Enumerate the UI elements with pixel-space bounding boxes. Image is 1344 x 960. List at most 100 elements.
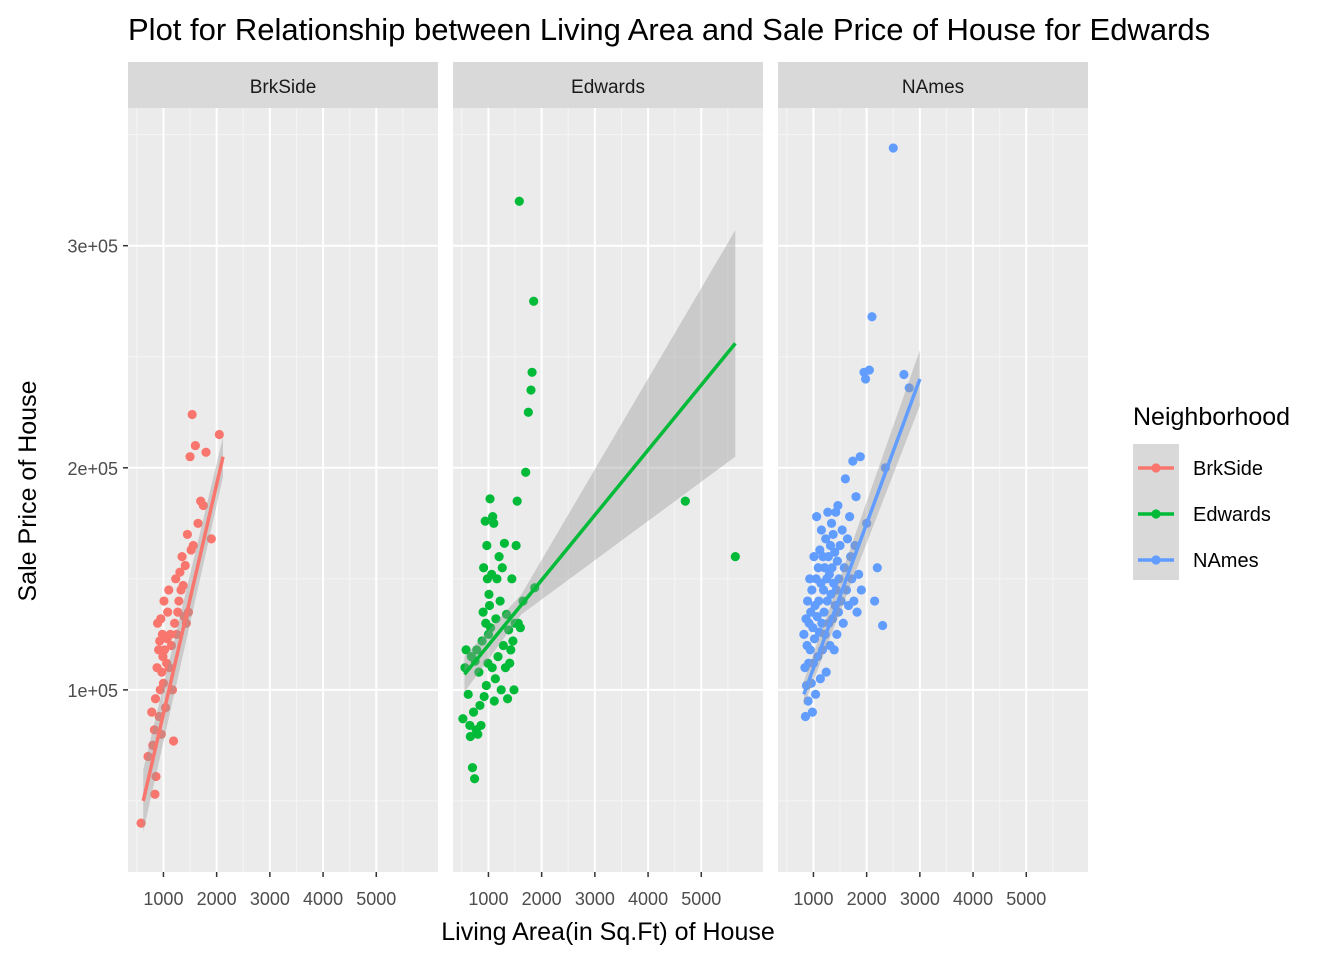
x-tick-label: 1000 bbox=[143, 889, 183, 909]
data-point bbox=[484, 589, 494, 599]
y-axis-title: Sale Price of House bbox=[14, 381, 42, 602]
data-point bbox=[829, 645, 839, 655]
data-point bbox=[479, 691, 489, 702]
chart-title: Plot for Relationship between Living Are… bbox=[128, 12, 1210, 47]
data-points-edwards bbox=[458, 196, 740, 784]
y-tick-label: 1e+05 bbox=[67, 681, 118, 701]
data-point bbox=[805, 645, 815, 655]
data-point bbox=[206, 534, 216, 544]
x-tick-label: 1000 bbox=[793, 889, 833, 909]
data-point bbox=[849, 596, 859, 606]
x-tick-label: 4000 bbox=[303, 889, 343, 909]
data-point bbox=[800, 711, 811, 722]
data-point bbox=[477, 636, 487, 646]
data-point bbox=[867, 312, 877, 322]
data-point bbox=[475, 700, 485, 711]
data-point bbox=[484, 600, 495, 611]
data-point bbox=[159, 645, 170, 655]
data-point bbox=[730, 552, 740, 562]
data-point bbox=[821, 534, 831, 544]
data-point bbox=[812, 512, 822, 522]
data-point bbox=[509, 685, 519, 695]
data-point bbox=[149, 725, 159, 735]
legend-key-point bbox=[1151, 463, 1161, 473]
data-point bbox=[840, 474, 850, 484]
facet-panels: BrkSide 1000 2000 3000 4000 5000 Edwards 1000 20… bbox=[128, 62, 1088, 909]
data-point bbox=[825, 540, 836, 551]
facet-strip bbox=[453, 62, 763, 108]
data-point bbox=[817, 618, 827, 628]
y-axis: 1e+05 2e+05 3e+05 bbox=[67, 237, 128, 701]
data-point bbox=[180, 560, 190, 571]
data-point bbox=[823, 507, 833, 517]
legend-item-edwards: Edwards bbox=[1138, 504, 1271, 526]
data-point bbox=[523, 407, 533, 417]
facet-strip bbox=[778, 62, 1088, 108]
data-point bbox=[201, 447, 211, 457]
data-point bbox=[193, 518, 203, 528]
data-point bbox=[808, 623, 818, 633]
data-point bbox=[166, 640, 177, 651]
data-point bbox=[491, 614, 501, 624]
data-point bbox=[807, 585, 817, 595]
data-point bbox=[168, 736, 179, 746]
data-point bbox=[495, 596, 505, 606]
legend-label: NAmes bbox=[1193, 550, 1259, 572]
data-point bbox=[487, 663, 497, 673]
x-axis-title: Living Area(in Sq.Ft) of House bbox=[441, 918, 775, 946]
legend-item-brkside: BrkSide bbox=[1138, 458, 1263, 480]
x-tick-label: 2000 bbox=[847, 889, 887, 909]
data-point bbox=[835, 540, 845, 551]
data-point bbox=[830, 547, 840, 557]
legend-key-point bbox=[1151, 555, 1161, 565]
data-point bbox=[174, 596, 184, 606]
data-point bbox=[150, 694, 161, 704]
data-point bbox=[806, 607, 816, 617]
data-point bbox=[497, 563, 507, 573]
data-point bbox=[854, 569, 864, 579]
data-point bbox=[185, 452, 195, 462]
data-point bbox=[182, 529, 192, 540]
data-point bbox=[147, 707, 157, 717]
x-tick-label: 3000 bbox=[575, 889, 615, 909]
panel-background bbox=[128, 108, 438, 872]
x-tick-label: 4000 bbox=[628, 889, 668, 909]
data-point bbox=[482, 540, 492, 551]
data-point bbox=[158, 678, 169, 688]
data-point bbox=[214, 429, 224, 440]
data-point bbox=[828, 529, 838, 540]
data-point bbox=[490, 674, 500, 684]
data-point bbox=[143, 751, 153, 762]
data-point bbox=[485, 623, 496, 633]
data-point bbox=[845, 512, 855, 522]
data-point bbox=[834, 574, 844, 584]
data-point bbox=[803, 696, 813, 706]
data-point bbox=[478, 607, 488, 617]
data-point bbox=[805, 574, 815, 584]
y-tick-label: 3e+05 bbox=[67, 237, 118, 257]
data-point bbox=[515, 623, 525, 633]
x-tick-label: 4000 bbox=[953, 889, 993, 909]
data-point bbox=[827, 563, 837, 573]
data-point bbox=[904, 383, 914, 393]
y-tick-label: 2e+05 bbox=[67, 459, 118, 479]
data-point bbox=[856, 585, 866, 595]
data-point bbox=[165, 629, 175, 639]
data-point bbox=[164, 663, 174, 673]
data-point bbox=[458, 714, 468, 724]
data-point bbox=[188, 540, 198, 551]
data-point bbox=[860, 374, 871, 384]
data-point bbox=[474, 667, 484, 677]
panel-names: NAmes 1000 2000 3000 4000 5000 bbox=[778, 62, 1088, 909]
data-point bbox=[832, 556, 842, 566]
data-point bbox=[473, 729, 483, 739]
legend-key-point bbox=[1151, 509, 1161, 519]
data-point bbox=[851, 492, 861, 502]
data-point bbox=[136, 818, 146, 828]
data-point bbox=[171, 574, 181, 584]
trend-line bbox=[141, 456, 225, 802]
data-point bbox=[526, 385, 536, 395]
data-point bbox=[813, 563, 823, 573]
panel-brkside: BrkSide 1000 2000 3000 4000 5000 bbox=[128, 62, 438, 909]
